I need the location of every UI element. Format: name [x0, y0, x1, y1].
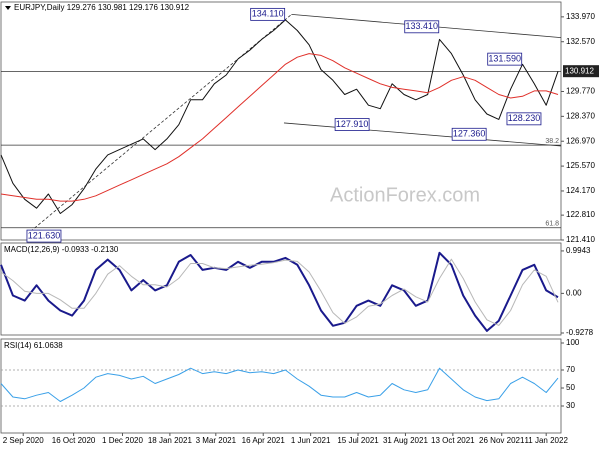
- x-tick-label: 2 Sep 2020: [3, 436, 44, 445]
- annotation-label: 127.360: [453, 129, 486, 139]
- y-tick-label: 30: [566, 401, 575, 410]
- annotation-label: 128.230: [508, 113, 541, 123]
- annotation-box: [451, 127, 487, 141]
- y-tick-label: 0.9943: [566, 246, 591, 255]
- y-tick-label: 121.410: [566, 235, 595, 244]
- trend-line: [30, 14, 292, 232]
- x-tick-label: 16 Oct 2020: [52, 436, 96, 445]
- annotation-label: 121.630: [28, 230, 61, 240]
- y-tick-label: 100: [566, 338, 580, 347]
- rsi-title: RSI(14) 61.0638: [4, 341, 63, 350]
- last-price-box: [563, 65, 599, 78]
- annotation-box: [506, 112, 542, 126]
- annotation-box: [250, 7, 286, 21]
- chart-title: EURJPY,Daily 129.276 130.981 129.176 130…: [14, 3, 190, 12]
- y-tick-label: 132.570: [566, 37, 595, 46]
- y-tick-label: 133.970: [566, 12, 595, 21]
- series-line: [0, 53, 559, 202]
- y-tick-label: 122.810: [566, 210, 595, 219]
- level-label: 38.2: [545, 138, 559, 145]
- x-tick-label: 13 Oct 2021: [431, 436, 475, 445]
- last-price-label: 130.912: [565, 66, 594, 75]
- rsi-panel: [0, 338, 562, 434]
- macd-title: MACD(12,26,9) -0.0933 -0.2130: [4, 245, 119, 254]
- annotation-box: [334, 118, 370, 131]
- series-line: [0, 19, 559, 214]
- annotation-box: [404, 20, 440, 34]
- x-tick-label: 11 Jan 2022: [524, 436, 568, 445]
- x-tick-label: 1 Jun 2021: [291, 436, 331, 445]
- x-tick-label: 15 Jul 2021: [337, 436, 379, 445]
- trend-line: [283, 122, 562, 147]
- level-label: 61.8: [545, 221, 559, 228]
- macd-panel: [0, 242, 562, 336]
- y-tick-label: 129.770: [566, 87, 595, 96]
- x-tick-label: 1 Dec 2020: [102, 436, 143, 445]
- annotation-label: 134.110: [252, 9, 284, 19]
- y-tick-label: 126.970: [566, 136, 595, 145]
- series-line: [0, 258, 559, 326]
- watermark: ActionForex.com: [330, 184, 480, 206]
- series-line: [0, 251, 559, 332]
- x-tick-label: 26 Nov 2021: [479, 436, 525, 445]
- y-tick-label: -0.9278: [566, 328, 594, 337]
- x-tick-label: 31 Aug 2021: [383, 436, 428, 445]
- title-marker: [5, 6, 11, 10]
- y-tick-label: 128.370: [566, 111, 595, 120]
- x-tick-label: 18 Jan 2021: [148, 436, 193, 445]
- y-tick-label: 0.00: [566, 288, 582, 297]
- annotation-label: 131.590: [488, 54, 521, 64]
- y-tick-label: 125.570: [566, 161, 595, 170]
- y-tick-label: 124.170: [566, 186, 595, 195]
- annotation-label: 127.910: [336, 119, 369, 129]
- annotation-box: [487, 52, 523, 66]
- x-tick-label: 3 Mar 2021: [196, 436, 237, 445]
- price-panel: [0, 1, 562, 241]
- series-line: [0, 367, 559, 402]
- annotation-box: [26, 229, 62, 243]
- y-tick-label: 50: [566, 383, 575, 392]
- x-tick-label: 16 Apr 2021: [242, 436, 286, 445]
- y-tick-label: 70: [566, 365, 575, 374]
- annotation-label: 133.410: [405, 21, 438, 31]
